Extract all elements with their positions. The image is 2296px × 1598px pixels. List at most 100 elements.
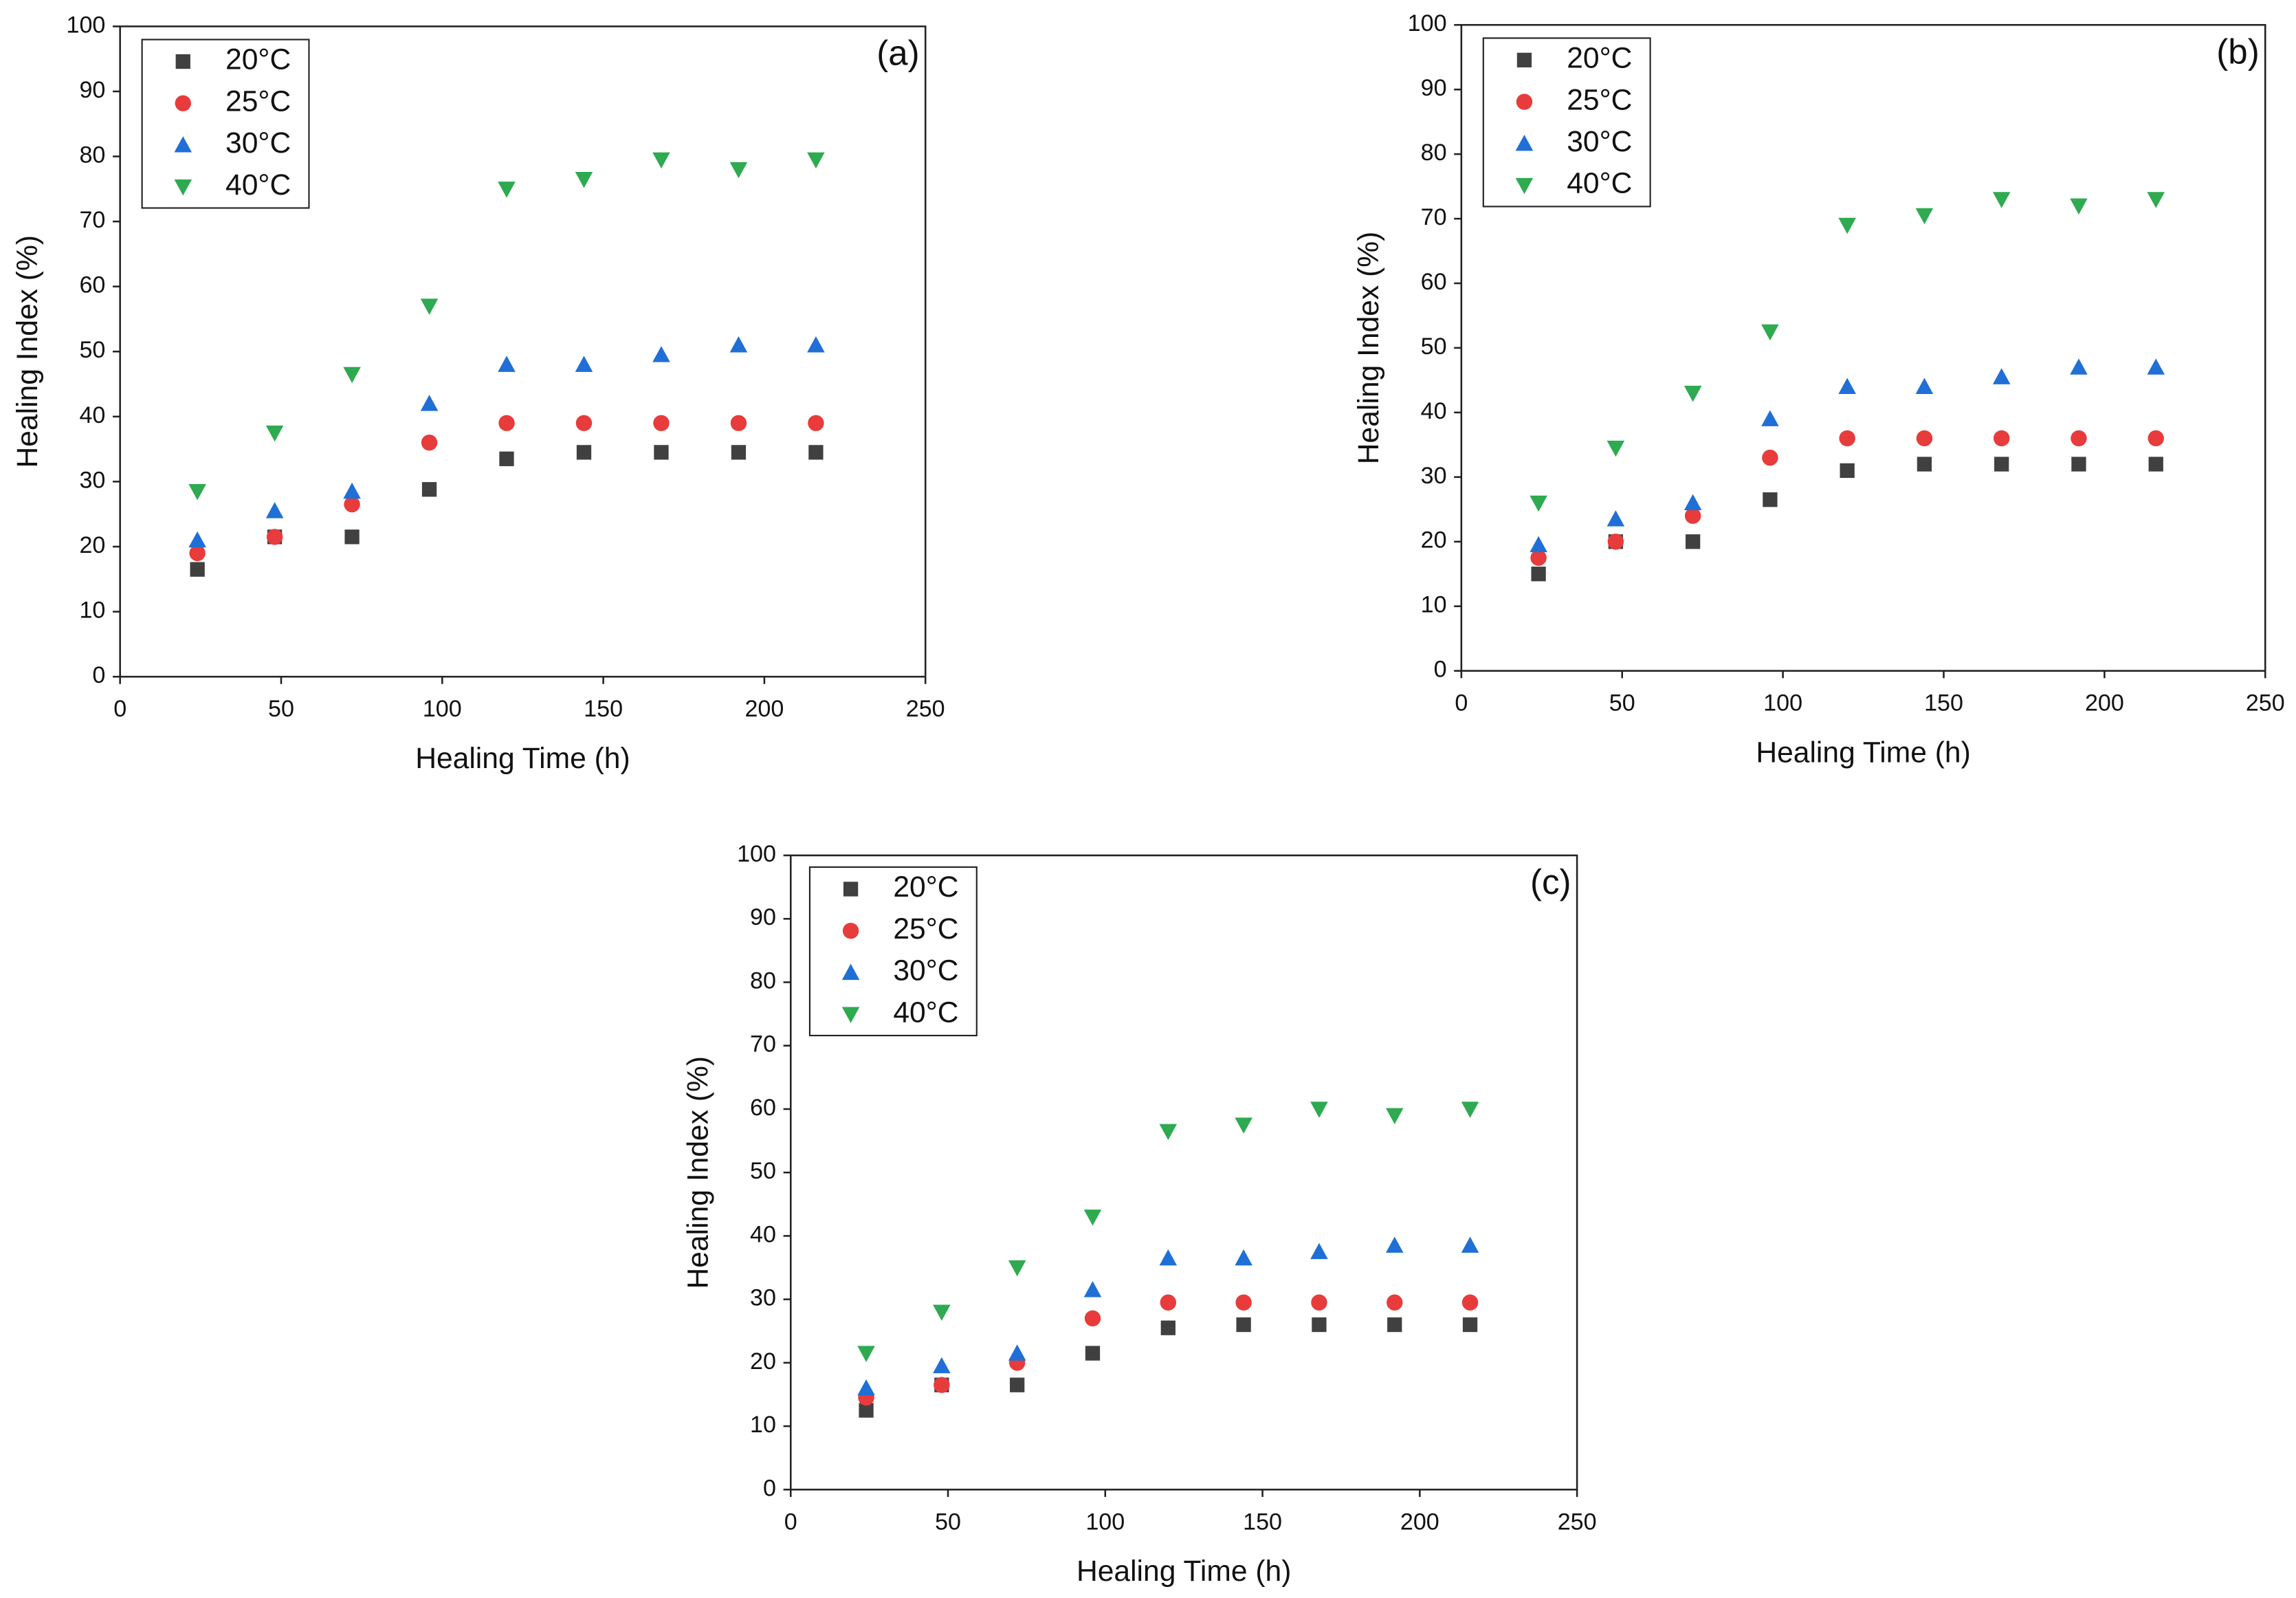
data-point bbox=[807, 336, 825, 353]
data-point bbox=[2070, 358, 2088, 375]
panel-label: (b) bbox=[2216, 32, 2259, 71]
legend-label: 40°C bbox=[1567, 167, 1632, 200]
y-tick-label: 70 bbox=[1421, 204, 1447, 230]
legend-label: 25°C bbox=[893, 912, 958, 945]
data-point bbox=[1083, 1281, 1102, 1298]
legend-label: 40°C bbox=[225, 168, 291, 201]
data-point bbox=[1159, 1249, 1178, 1266]
data-point bbox=[498, 415, 515, 432]
data-point bbox=[1310, 1102, 1328, 1118]
y-tick-label: 100 bbox=[67, 12, 106, 38]
data-point bbox=[1235, 1117, 1252, 1134]
data-point bbox=[1461, 1102, 1479, 1118]
data-point bbox=[730, 415, 747, 432]
panel: 0 50 100 150 200 250 0 10 20 30 40 50 60 70 80 90 100 Hea… bbox=[681, 841, 1596, 1588]
data-point bbox=[1462, 1317, 1478, 1333]
y-tick-label: 80 bbox=[79, 142, 105, 168]
legend-label: 20°C bbox=[1567, 42, 1632, 75]
data-point bbox=[1992, 368, 2011, 384]
y-tick-label: 60 bbox=[79, 272, 105, 298]
data-point bbox=[1763, 492, 1778, 507]
data-point bbox=[420, 395, 439, 411]
data-point bbox=[1085, 1346, 1101, 1361]
data-point bbox=[1235, 1294, 1252, 1311]
data-point bbox=[421, 482, 437, 497]
data-point bbox=[2148, 430, 2164, 447]
data-point bbox=[1838, 217, 1856, 234]
legend-marker bbox=[843, 882, 859, 897]
data-point bbox=[343, 482, 361, 499]
legend-marker bbox=[174, 136, 192, 153]
data-point bbox=[1461, 1294, 1479, 1311]
data-point bbox=[1993, 430, 2010, 447]
y-tick-label: 90 bbox=[1421, 75, 1447, 101]
legend-marker bbox=[841, 1007, 860, 1023]
data-point bbox=[1685, 534, 1701, 549]
data-point bbox=[1915, 377, 1934, 394]
y-tick-label: 10 bbox=[750, 1412, 776, 1438]
data-point bbox=[1160, 1294, 1177, 1311]
y-tick-label: 70 bbox=[750, 1031, 776, 1058]
x-tick-label: 50 bbox=[935, 1509, 961, 1535]
y-tick-label: 40 bbox=[1421, 398, 1447, 424]
data-point bbox=[188, 531, 206, 548]
x-tick-label: 250 bbox=[2246, 690, 2285, 716]
data-point bbox=[188, 483, 206, 501]
y-tick-label: 20 bbox=[750, 1348, 776, 1375]
data-point bbox=[1840, 463, 1855, 479]
x-tick-label: 50 bbox=[1609, 690, 1635, 716]
x-tick-label: 0 bbox=[113, 696, 126, 722]
data-point bbox=[1160, 1320, 1175, 1335]
data-point bbox=[2070, 198, 2088, 215]
data-point bbox=[1684, 507, 1701, 524]
data-point bbox=[807, 152, 825, 169]
data-point bbox=[1083, 1210, 1102, 1226]
x-axis-title: Healing Time (h) bbox=[1077, 1555, 1291, 1588]
y-axis-title: Healing Index (%) bbox=[11, 235, 44, 468]
data-point bbox=[2147, 192, 2165, 208]
y-tick-label: 90 bbox=[750, 904, 776, 930]
legend-label: 30°C bbox=[893, 954, 958, 987]
data-point bbox=[1838, 377, 1856, 394]
data-point bbox=[808, 415, 824, 432]
data-point bbox=[729, 162, 748, 179]
data-point bbox=[808, 445, 824, 460]
data-point bbox=[1385, 1236, 1404, 1253]
y-tick-label: 90 bbox=[79, 77, 105, 103]
legend-marker bbox=[174, 179, 192, 196]
panel: 0 50 100 150 200 250 0 10 20 30 40 50 60 70 80 90 100 Hea… bbox=[1352, 10, 2285, 769]
legend-box bbox=[1482, 37, 1651, 208]
legend-label: 40°C bbox=[893, 996, 958, 1029]
legend-marker bbox=[1516, 94, 1533, 110]
y-tick-label: 30 bbox=[79, 467, 105, 493]
data-point bbox=[1310, 1243, 1328, 1260]
data-point bbox=[1461, 1236, 1479, 1253]
data-point bbox=[2071, 430, 2087, 447]
y-axis-title: Healing Index (%) bbox=[681, 1056, 714, 1289]
data-point bbox=[575, 171, 593, 188]
data-point bbox=[498, 355, 516, 372]
data-point bbox=[857, 1379, 875, 1396]
data-point bbox=[1607, 534, 1624, 550]
data-point bbox=[1312, 1317, 1327, 1333]
y-tick-label: 60 bbox=[1421, 269, 1447, 295]
x-tick-label: 0 bbox=[784, 1509, 797, 1535]
data-point bbox=[1311, 1294, 1327, 1311]
x-tick-label: 0 bbox=[1455, 690, 1468, 716]
y-tick-label: 70 bbox=[79, 207, 105, 233]
data-point bbox=[1387, 1317, 1402, 1333]
y-tick-label: 20 bbox=[1421, 527, 1447, 554]
x-tick-label: 200 bbox=[744, 696, 784, 722]
data-point bbox=[729, 336, 748, 353]
x-tick-label: 250 bbox=[906, 696, 945, 722]
data-point bbox=[189, 545, 206, 562]
data-point bbox=[1761, 324, 1779, 341]
data-point bbox=[1008, 1260, 1026, 1277]
data-point bbox=[266, 529, 283, 545]
x-tick-label: 100 bbox=[423, 696, 462, 722]
data-point bbox=[731, 445, 747, 460]
data-point bbox=[1385, 1108, 1404, 1124]
data-point bbox=[265, 502, 284, 518]
data-point bbox=[2147, 358, 2165, 375]
